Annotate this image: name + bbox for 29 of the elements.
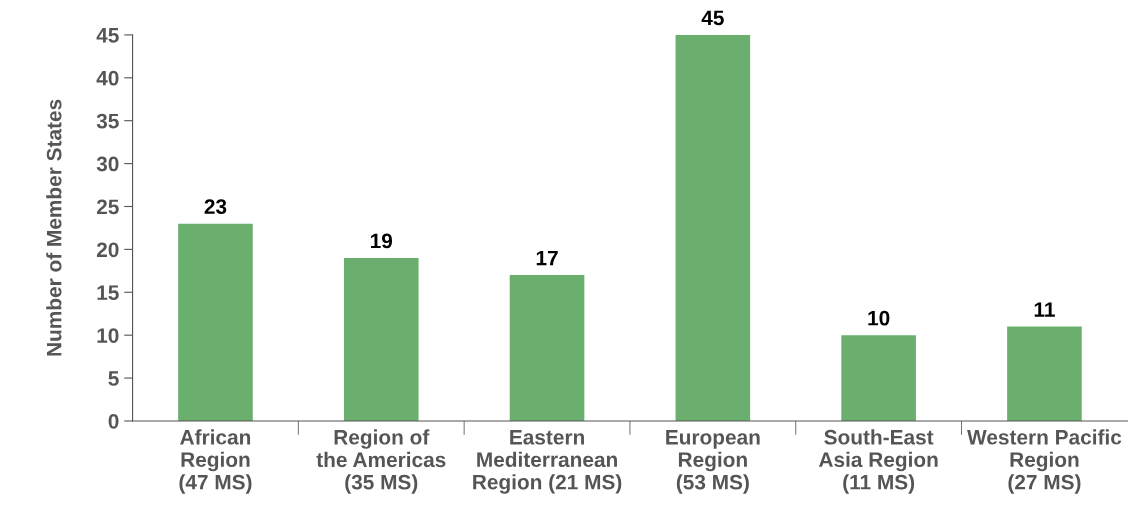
bar [1007,326,1082,421]
x-tick-label: European Region (53 MS) [666,430,760,494]
x-tick-label: South-East Asia Region (11 MS) [818,429,938,494]
y-tick-label: 25 [96,199,119,215]
y-tick-label: 30 [96,156,119,172]
data-label: 17 [536,250,558,266]
y-tick-label: 10 [97,328,119,343]
y-tick-label: 35 [96,113,119,129]
y-tick-label: 40 [96,70,119,86]
y-tick-label: 45 [96,28,119,43]
bar [343,257,419,421]
data-label: 10 [868,310,890,326]
data-label: 19 [370,233,393,249]
x-tick-label: Western Pacific Region (27 MS) [967,429,1122,494]
bar [841,335,916,421]
bar [675,34,751,421]
y-tick-label: 5 [108,371,119,386]
y-tick-label: 0 [108,413,119,429]
bar [509,275,585,421]
x-tick-label: Region of the Americas (35 MS) [316,429,446,494]
x-tick-label: Eastern Mediterranean Region (21 MS) [473,430,622,494]
y-axis-title: Number of Member States [46,99,62,356]
data-label: 45 [701,10,724,26]
y-tick-label: 15 [97,285,119,301]
bar [178,223,253,421]
y-tick-label: 20 [96,242,119,258]
data-label: 23 [204,199,227,214]
x-tick-label: African Region (47 MS) [179,429,252,494]
data-label: 11 [1034,302,1055,317]
